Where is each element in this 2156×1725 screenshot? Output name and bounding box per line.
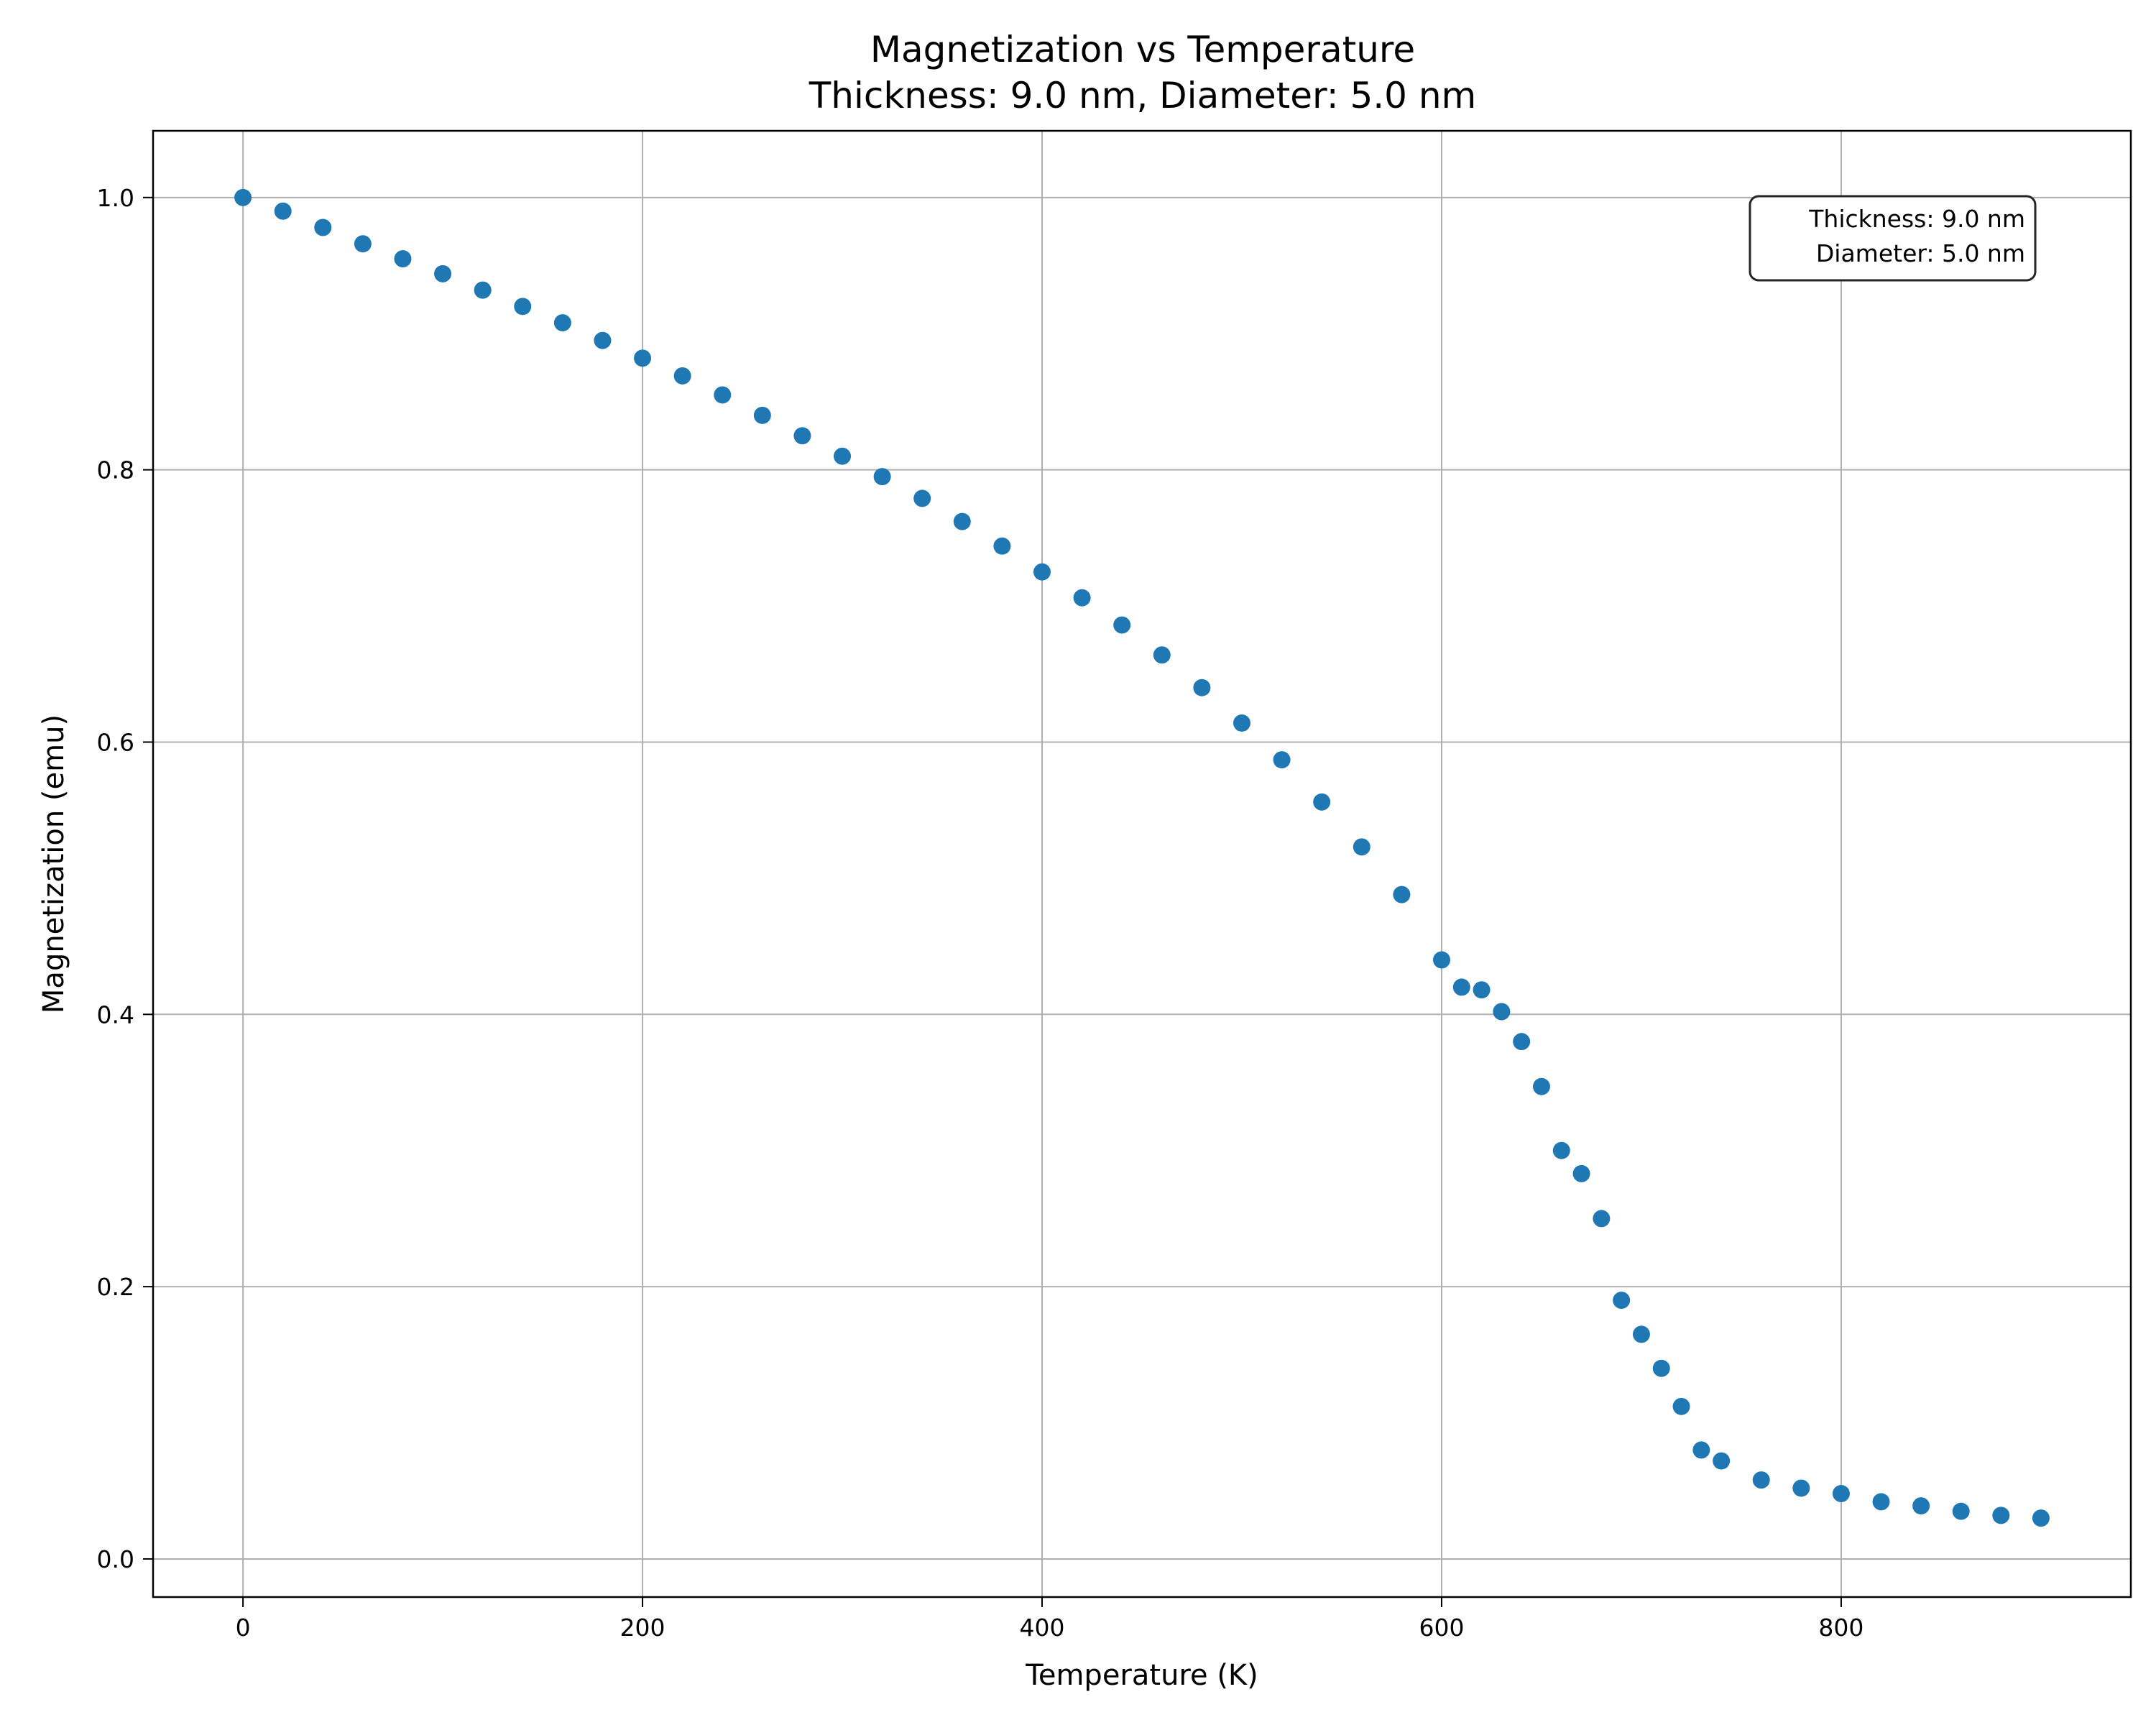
data-point <box>1073 589 1091 607</box>
annotation-frame <box>1749 195 2037 282</box>
data-point <box>834 447 852 465</box>
x-tick-label: 400 <box>1020 1614 1065 1642</box>
data-point <box>1452 978 1470 996</box>
annotation-line-diameter: Diameter: 5.0 nm <box>1816 239 2025 267</box>
data-point <box>1552 1141 1570 1159</box>
y-tick-label: 1.0 <box>97 184 134 212</box>
data-point <box>1593 1210 1611 1228</box>
x-tick-label: 0 <box>236 1614 251 1642</box>
chart-subtitle: Thickness: 9.0 nm, Diameter: 5.0 nm <box>808 75 1477 116</box>
data-point <box>1652 1359 1670 1377</box>
data-point <box>514 298 532 316</box>
data-point <box>1193 678 1211 696</box>
data-point <box>1353 838 1370 856</box>
x-tick-label: 800 <box>1818 1614 1864 1642</box>
data-point <box>1792 1479 1810 1497</box>
data-point <box>953 512 971 530</box>
y-tick-label: 0.4 <box>97 1000 134 1029</box>
x-tick-label: 200 <box>620 1614 665 1642</box>
data-point <box>1572 1164 1590 1182</box>
data-point <box>1992 1506 2010 1524</box>
annotation-box: Thickness: 9.0 nm Diameter: 5.0 nm <box>1749 195 2037 282</box>
x-tick-label: 600 <box>1419 1614 1464 1642</box>
data-point <box>274 202 292 220</box>
data-point <box>1493 1003 1511 1021</box>
data-point <box>1692 1441 1710 1459</box>
data-point <box>1532 1077 1550 1095</box>
data-point <box>1613 1292 1631 1310</box>
data-point <box>714 386 732 404</box>
data-point <box>474 281 492 299</box>
annotation-line-thickness: Thickness: 9.0 nm <box>1808 205 2025 233</box>
ticks: 0 200 400 600 800 0.0 0.2 0.4 0.6 0.8 1.0 <box>97 184 1864 1642</box>
data-point <box>753 406 771 424</box>
data-point <box>1473 981 1491 999</box>
y-axis-label: Magnetization (emu) <box>37 714 70 1013</box>
data-point <box>553 314 571 332</box>
data-point <box>1153 646 1171 664</box>
data-point <box>873 468 891 486</box>
data-point <box>1393 886 1411 903</box>
data-points <box>234 188 2050 1527</box>
y-tick-label: 0.2 <box>97 1273 134 1301</box>
data-point <box>993 537 1011 555</box>
x-axis-label: Temperature (K) <box>1025 1659 1258 1692</box>
data-point <box>1033 563 1051 581</box>
y-tick-label: 0.0 <box>97 1545 134 1573</box>
data-point <box>1432 951 1450 969</box>
data-point <box>1513 1033 1531 1051</box>
data-point <box>1113 616 1131 634</box>
data-point <box>1952 1502 1970 1520</box>
data-point <box>1713 1452 1731 1470</box>
data-point <box>234 188 252 206</box>
data-point <box>314 218 332 236</box>
chart-title: Magnetization vs Temperature <box>870 29 1415 70</box>
data-point <box>2032 1509 2050 1527</box>
data-point <box>1273 751 1291 769</box>
data-point <box>1233 714 1250 732</box>
plot-frame <box>152 129 2132 1598</box>
data-point <box>1912 1497 1930 1515</box>
y-tick-label: 0.8 <box>97 456 134 484</box>
data-point <box>354 235 372 253</box>
data-point <box>1872 1493 1890 1511</box>
data-point <box>1313 793 1331 811</box>
data-point <box>673 367 691 385</box>
data-point <box>394 250 412 268</box>
data-point <box>793 427 811 445</box>
data-point <box>634 349 652 367</box>
data-point <box>594 331 612 349</box>
data-point <box>434 264 452 282</box>
data-point <box>1672 1397 1690 1415</box>
data-point <box>1832 1485 1850 1503</box>
y-tick-label: 0.6 <box>97 728 134 756</box>
data-point <box>1752 1471 1770 1489</box>
data-point <box>913 489 931 507</box>
data-point <box>1632 1325 1650 1343</box>
